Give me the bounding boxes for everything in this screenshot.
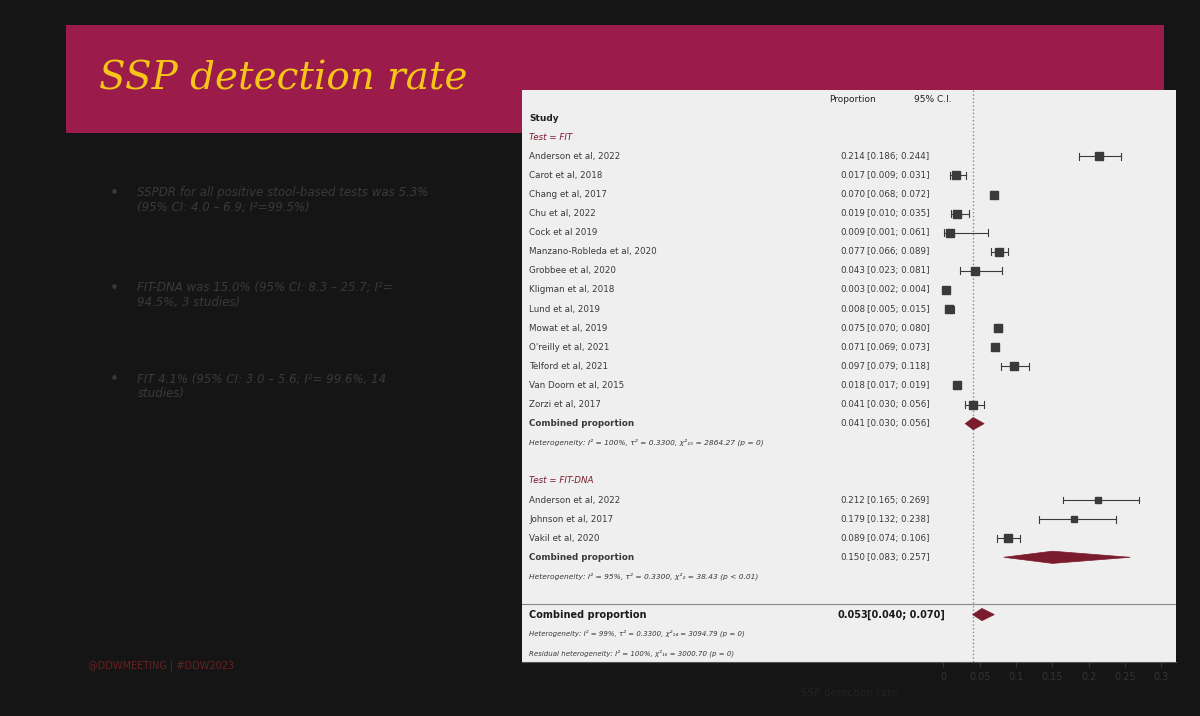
Text: FIT 4.1% (95% CI: 3.0 – 5.6; I²= 99.6%, 14
studies): FIT 4.1% (95% CI: 3.0 – 5.6; I²= 99.6%, … bbox=[137, 372, 386, 400]
Text: [0.165; 0.269]: [0.165; 0.269] bbox=[868, 495, 930, 505]
Text: [0.023; 0.081]: [0.023; 0.081] bbox=[868, 266, 930, 276]
Polygon shape bbox=[1003, 551, 1130, 563]
Bar bbox=[66, 25, 1164, 133]
Text: 0.043: 0.043 bbox=[840, 266, 865, 276]
Text: 0.041: 0.041 bbox=[840, 419, 865, 428]
Text: 0.003: 0.003 bbox=[840, 286, 865, 294]
Text: Test = FIT-DNA: Test = FIT-DNA bbox=[529, 476, 594, 485]
Text: [0.070; 0.080]: [0.070; 0.080] bbox=[868, 324, 930, 333]
Text: [0.186; 0.244]: [0.186; 0.244] bbox=[868, 152, 930, 161]
Text: O'reilly et al, 2021: O'reilly et al, 2021 bbox=[529, 343, 610, 352]
Text: 0.008: 0.008 bbox=[840, 304, 865, 314]
Text: Mowat et al, 2019: Mowat et al, 2019 bbox=[529, 324, 607, 333]
Text: Kligman et al, 2018: Kligman et al, 2018 bbox=[529, 286, 614, 294]
Text: [0.010; 0.035]: [0.010; 0.035] bbox=[868, 209, 930, 218]
Text: Carot et al, 2018: Carot et al, 2018 bbox=[529, 171, 602, 180]
Text: Residual heterogeneity: I² = 100%, χ²₁₆ = 3000.70 (p = 0): Residual heterogeneity: I² = 100%, χ²₁₆ … bbox=[529, 649, 734, 657]
Text: 0.097: 0.097 bbox=[840, 362, 865, 371]
Text: Heterogeneity: I² = 99%, τ² = 0.3300, χ²₁₄ = 3094.79 (p = 0): Heterogeneity: I² = 99%, τ² = 0.3300, χ²… bbox=[529, 630, 745, 637]
Text: Cock et al 2019: Cock et al 2019 bbox=[529, 228, 598, 237]
Polygon shape bbox=[965, 417, 984, 430]
Text: [0.074; 0.106]: [0.074; 0.106] bbox=[868, 533, 930, 543]
Text: Vakil et al, 2020: Vakil et al, 2020 bbox=[529, 533, 600, 543]
Text: SSP detection rate: SSP detection rate bbox=[98, 60, 468, 97]
Text: 0.041: 0.041 bbox=[840, 400, 865, 409]
Text: 0.089: 0.089 bbox=[840, 533, 865, 543]
Text: Lund et al, 2019: Lund et al, 2019 bbox=[529, 304, 600, 314]
Text: [0.017; 0.019]: [0.017; 0.019] bbox=[868, 381, 930, 390]
Text: 0.053: 0.053 bbox=[838, 609, 868, 619]
Text: Manzano-Robleda et al, 2020: Manzano-Robleda et al, 2020 bbox=[529, 247, 658, 256]
Text: Telford et al, 2021: Telford et al, 2021 bbox=[529, 362, 608, 371]
Text: [0.068; 0.072]: [0.068; 0.072] bbox=[868, 190, 930, 199]
Text: [0.066; 0.089]: [0.066; 0.089] bbox=[868, 247, 930, 256]
Text: Grobbee et al, 2020: Grobbee et al, 2020 bbox=[529, 266, 617, 276]
Text: [0.079; 0.118]: [0.079; 0.118] bbox=[868, 362, 930, 371]
Text: 0.019: 0.019 bbox=[840, 209, 865, 218]
Text: [0.002; 0.004]: [0.002; 0.004] bbox=[868, 286, 930, 294]
Text: 0.071: 0.071 bbox=[840, 343, 865, 352]
Text: Anderson et al, 2022: Anderson et al, 2022 bbox=[529, 495, 620, 505]
Text: Zorzi et al, 2017: Zorzi et al, 2017 bbox=[529, 400, 601, 409]
Text: [0.040; 0.070]: [0.040; 0.070] bbox=[868, 609, 946, 620]
Text: SSPDR for all positive stool-based tests was 5.3%
(95% CI: 4.0 – 6.9; I²=99.5%): SSPDR for all positive stool-based tests… bbox=[137, 185, 428, 213]
Text: 0.214: 0.214 bbox=[840, 152, 865, 161]
Text: [0.001; 0.061]: [0.001; 0.061] bbox=[868, 228, 930, 237]
Text: 0.009: 0.009 bbox=[840, 228, 865, 237]
Text: 0.077: 0.077 bbox=[840, 247, 865, 256]
Text: Study: Study bbox=[529, 114, 559, 122]
Text: •: • bbox=[110, 372, 119, 387]
Text: •: • bbox=[110, 281, 119, 296]
Text: DDW2023: DDW2023 bbox=[874, 596, 980, 614]
Text: Anderson et al, 2022: Anderson et al, 2022 bbox=[529, 152, 620, 161]
Text: EXHIBIT DATES: MAY 7-9, 2023: EXHIBIT DATES: MAY 7-9, 2023 bbox=[874, 657, 985, 664]
Text: MAY 6-9, 2023 | CHICAGO, IL: MAY 6-9, 2023 | CHICAGO, IL bbox=[874, 641, 1001, 650]
Text: 0.212: 0.212 bbox=[840, 495, 865, 505]
Text: 0.018: 0.018 bbox=[840, 381, 865, 390]
Polygon shape bbox=[972, 609, 995, 621]
Text: Heterogeneity: I² = 100%, τ² = 0.3300, χ²₁₅ = 2864.27 (p = 0): Heterogeneity: I² = 100%, τ² = 0.3300, χ… bbox=[529, 439, 764, 447]
Text: 0.017: 0.017 bbox=[840, 171, 865, 180]
Text: Van Doorn et al, 2015: Van Doorn et al, 2015 bbox=[529, 381, 624, 390]
Text: Combined proportion: Combined proportion bbox=[529, 609, 647, 619]
Text: •: • bbox=[110, 185, 119, 200]
Text: Test = FIT: Test = FIT bbox=[529, 132, 572, 142]
Text: Chu et al, 2022: Chu et al, 2022 bbox=[529, 209, 596, 218]
Text: Combined proportion: Combined proportion bbox=[529, 419, 635, 428]
Text: 0.179: 0.179 bbox=[840, 515, 865, 523]
Text: 0.075: 0.075 bbox=[840, 324, 865, 333]
Text: 0.070: 0.070 bbox=[840, 190, 865, 199]
Text: Heterogeneity: I² = 95%, τ² = 0.3300, χ²₂ = 38.43 (p < 0.01): Heterogeneity: I² = 95%, τ² = 0.3300, χ²… bbox=[529, 573, 758, 580]
Text: [0.083; 0.257]: [0.083; 0.257] bbox=[868, 553, 930, 562]
Text: Chang et al, 2017: Chang et al, 2017 bbox=[529, 190, 607, 199]
Text: [0.009; 0.031]: [0.009; 0.031] bbox=[868, 171, 930, 180]
Text: Combined proportion: Combined proportion bbox=[529, 553, 635, 562]
Text: [0.030; 0.056]: [0.030; 0.056] bbox=[868, 419, 930, 428]
Text: [0.132; 0.238]: [0.132; 0.238] bbox=[868, 515, 930, 523]
Text: FIT-DNA was 15.0% (95% CI: 8.3 – 25.7; I²=
94.5%, 3 studies): FIT-DNA was 15.0% (95% CI: 8.3 – 25.7; I… bbox=[137, 281, 392, 309]
Text: Proportion: Proportion bbox=[829, 95, 876, 104]
X-axis label: SSP detection rate: SSP detection rate bbox=[800, 687, 898, 697]
Text: [0.069; 0.073]: [0.069; 0.073] bbox=[868, 343, 930, 352]
Text: @DDWMEETING | #DDW2023: @DDWMEETING | #DDW2023 bbox=[88, 661, 234, 671]
Text: [0.005; 0.015]: [0.005; 0.015] bbox=[868, 304, 930, 314]
Text: [0.030; 0.056]: [0.030; 0.056] bbox=[868, 400, 930, 409]
Text: 95% C.I.: 95% C.I. bbox=[913, 95, 952, 104]
Text: Johnson et al, 2017: Johnson et al, 2017 bbox=[529, 515, 613, 523]
Text: Digestive Disease Week®: Digestive Disease Week® bbox=[874, 625, 985, 634]
Text: 0.150: 0.150 bbox=[840, 553, 865, 562]
